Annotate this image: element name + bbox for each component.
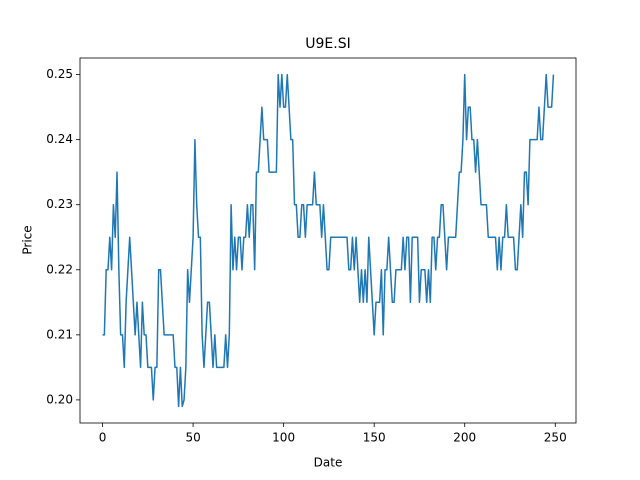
y-tick-label: 0.24 — [46, 132, 73, 146]
plot-frame — [79, 57, 577, 424]
x-tick-label: 200 — [453, 431, 476, 445]
y-tick-label: 0.25 — [46, 67, 73, 81]
chart-title: U9E.SI — [305, 36, 350, 52]
x-tick-label: 100 — [272, 431, 295, 445]
x-tick-label: 50 — [185, 431, 200, 445]
y-axis-label: Price — [21, 225, 35, 254]
y-tick-label: 0.23 — [46, 197, 73, 211]
x-tick-label: 150 — [363, 431, 386, 445]
y-tick-label: 0.20 — [46, 392, 73, 406]
y-tick-label: 0.21 — [46, 327, 73, 341]
y-tick-label: 0.22 — [46, 262, 73, 276]
x-tick-label: 250 — [544, 431, 567, 445]
price-line — [102, 73, 555, 408]
x-tick-label: 0 — [99, 431, 107, 445]
x-axis-label: Date — [314, 456, 343, 470]
